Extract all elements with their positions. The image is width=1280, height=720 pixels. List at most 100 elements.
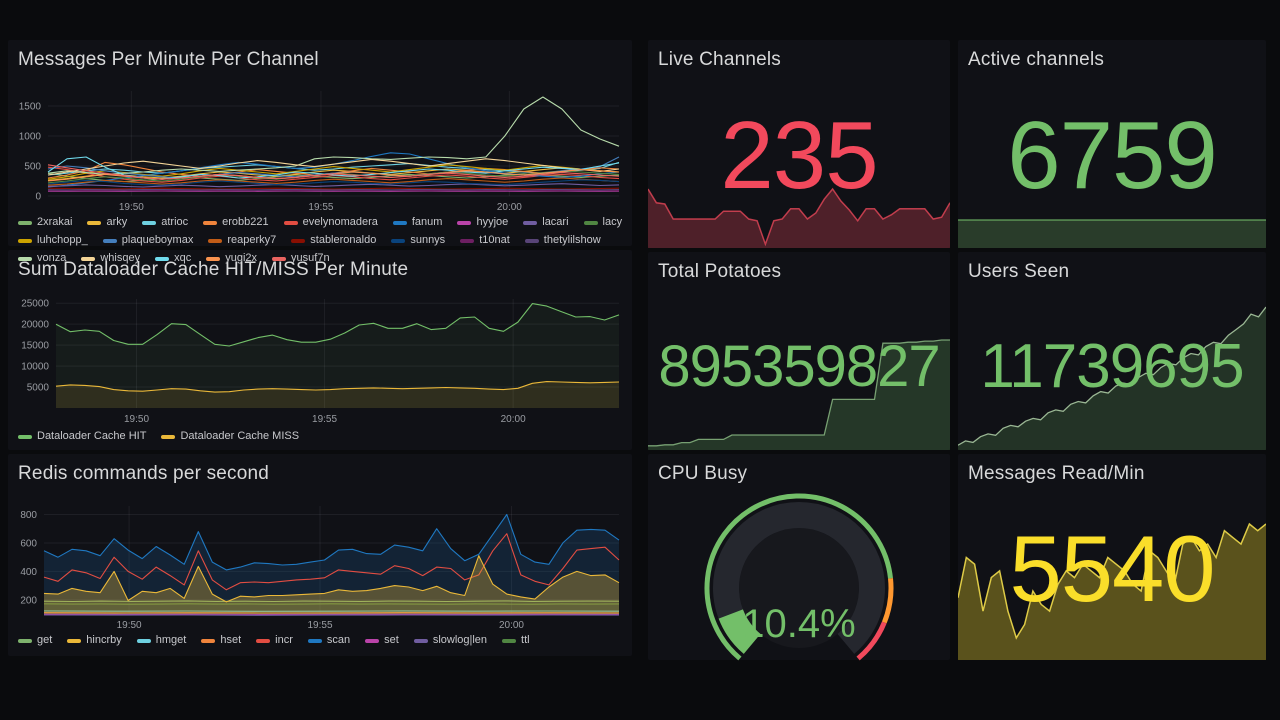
legend-item-stableronaldo[interactable]: stableronaldo (291, 234, 376, 247)
legend-swatch-icon (136, 638, 151, 643)
legend-label: vonza (37, 252, 67, 265)
svg-text:19:50: 19:50 (119, 202, 144, 213)
legend-swatch-icon (208, 238, 223, 243)
total-potatoes-sparkline (648, 338, 950, 450)
legend-label: ttl (521, 634, 530, 646)
legend-item-luhchopp_[interactable]: luhchopp_ (18, 234, 88, 247)
legend-swatch-icon (583, 220, 598, 225)
live-channels-sparkline (648, 184, 950, 248)
messages-chart[interactable]: 0 500 1000 1500 19:50 19:55 20:00 (18, 86, 622, 214)
redis-chart[interactable]: 200 400 600 800 19:50 19:55 20:00 (18, 500, 622, 632)
legend-label: incr (275, 634, 293, 646)
legend-swatch-icon (18, 256, 32, 261)
legend-label: lacy (602, 216, 623, 228)
legend-label: arky (106, 216, 128, 228)
legend-item-thetylilshow[interactable]: thetylilshow (524, 234, 601, 247)
cpu-busy-gauge (648, 480, 950, 662)
legend-label: yusuf7n (291, 252, 330, 265)
dataloader-chart[interactable]: 5000 10000 15000 20000 25000 19:50 19:55 20:00 (18, 294, 622, 426)
legend-item-atrioc[interactable]: atrioc (142, 216, 188, 229)
legend-item-erobb221[interactable]: erobb221 (203, 216, 269, 229)
legend-label: hset (220, 634, 242, 646)
panel-title-messages-read[interactable]: Messages Read/Min (968, 463, 1145, 484)
legend-item-yugi2x[interactable]: yugi2x (206, 252, 257, 265)
panel-active-channels: Active channels 6759 (958, 40, 1266, 248)
legend-item-yusuf7n[interactable]: yusuf7n (272, 252, 330, 265)
users-seen-sparkline (958, 305, 1266, 450)
legend-item-evelynomadera[interactable]: evelynomadera (283, 216, 378, 229)
legend-item-get[interactable]: get (18, 634, 52, 647)
legend-item-hmget[interactable]: hmget (136, 634, 186, 647)
messages-legend: 2xrakai arky atrioc erobb221 evelynomadera fa… (18, 216, 626, 266)
legend-item-ttl[interactable]: ttl (502, 634, 530, 647)
legend-item-vonza[interactable]: vonza (18, 252, 66, 265)
svg-text:25000: 25000 (21, 299, 49, 310)
legend-label: yugi2x (225, 252, 258, 265)
legend-item-hset[interactable]: hset (201, 634, 241, 647)
legend-label: scan (326, 634, 351, 646)
live-channels-value: 235 (720, 102, 878, 209)
legend-label: 2xrakai (37, 216, 73, 228)
svg-text:1000: 1000 (19, 132, 42, 143)
svg-text:20:00: 20:00 (499, 620, 524, 631)
legend-swatch-icon (18, 638, 32, 643)
legend-item-Dataloader Cache MISS[interactable]: Dataloader Cache MISS (161, 430, 299, 443)
legend-swatch-icon (460, 238, 475, 243)
svg-text:600: 600 (20, 538, 37, 549)
legend-item-Dataloader Cache HIT[interactable]: Dataloader Cache HIT (18, 430, 146, 443)
legend-swatch-icon (201, 638, 216, 643)
legend-label: fanum (411, 216, 443, 228)
legend-item-whisqey[interactable]: whisqey (81, 252, 140, 265)
legend-label: hyyjoe (476, 216, 509, 228)
legend-label: Dataloader Cache HIT (37, 430, 147, 442)
legend-label: plaqueboymax (121, 234, 194, 247)
legend-label: get (37, 634, 53, 646)
legend-item-fanum[interactable]: fanum (392, 216, 443, 229)
legend-item-lacari[interactable]: lacari (523, 216, 569, 229)
legend-item-t10nat[interactable]: t10nat (460, 234, 510, 247)
legend-swatch-icon (18, 220, 32, 225)
legend-swatch-icon (18, 434, 32, 439)
panel-users-seen: Users Seen 11739695 (958, 252, 1266, 450)
panel-title-messages[interactable]: Messages Per Minute Per Channel (18, 49, 319, 70)
legend-swatch-icon (365, 638, 380, 643)
legend-item-2xrakai[interactable]: 2xrakai (18, 216, 72, 229)
legend-swatch-icon (18, 238, 32, 243)
legend-item-set[interactable]: set (365, 634, 399, 647)
legend-item-hincrby[interactable]: hincrby (67, 634, 122, 647)
legend-item-scan[interactable]: scan (307, 634, 351, 647)
panel-title-dataloader[interactable]: Sum Dataloader Cache HIT/MISS Per Minute (18, 259, 409, 280)
svg-text:20:00: 20:00 (497, 202, 522, 213)
active-channels-value: 6759 (1007, 102, 1218, 209)
svg-text:400: 400 (20, 567, 37, 578)
svg-text:500: 500 (24, 162, 41, 173)
legend-label: slowlog|len (432, 634, 488, 646)
cpu-busy-value: 10.4% (742, 602, 856, 646)
panel-title-cpu-busy[interactable]: CPU Busy (658, 463, 748, 484)
legend-item-slowlog|len[interactable]: slowlog|len (413, 634, 488, 647)
panel-title-users-seen[interactable]: Users Seen (968, 261, 1070, 282)
messages-read-sparkline (958, 522, 1266, 660)
legend-label: lacari (542, 216, 569, 228)
legend-item-xqc[interactable]: xqc (155, 252, 191, 265)
panel-total-potatoes: Total Potatoes 895359827 (648, 252, 950, 450)
panel-title-active-channels[interactable]: Active channels (968, 49, 1105, 70)
legend-swatch-icon (272, 256, 287, 261)
legend-item-arky[interactable]: arky (87, 216, 127, 229)
legend-label: hincrby (86, 634, 122, 646)
legend-item-lacy[interactable]: lacy (583, 216, 623, 229)
legend-item-reaperky7[interactable]: reaperky7 (208, 234, 276, 247)
legend-item-incr[interactable]: incr (256, 634, 293, 647)
panel-title-total-potatoes[interactable]: Total Potatoes (658, 261, 782, 282)
legend-swatch-icon (291, 238, 306, 243)
legend-item-hyyjoe[interactable]: hyyjoe (457, 216, 508, 229)
legend-swatch-icon (142, 220, 157, 225)
legend-item-sunnys[interactable]: sunnys (391, 234, 445, 247)
panel-title-live-channels[interactable]: Live Channels (658, 49, 782, 70)
legend-item-plaqueboymax[interactable]: plaqueboymax (102, 234, 194, 247)
panel-live-channels: Live Channels 235 (648, 40, 950, 248)
legend-swatch-icon (457, 220, 472, 225)
panel-title-redis[interactable]: Redis commands per second (18, 463, 270, 484)
active-channels-sparkline (958, 218, 1266, 248)
